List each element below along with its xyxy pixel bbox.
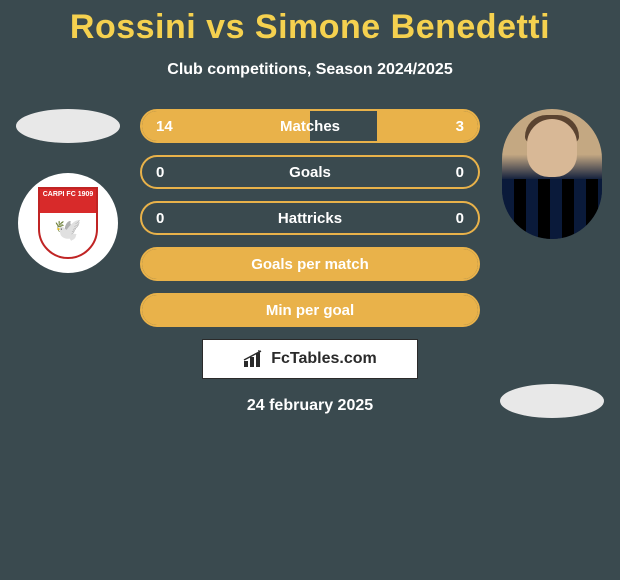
- brand-badge[interactable]: FcTables.com: [202, 339, 418, 379]
- stat-row: 0Goals0: [140, 155, 480, 189]
- left-club-logo: CARPI FC 1909 🕊️: [18, 173, 118, 273]
- page-title: Rossini vs Simone Benedetti: [0, 0, 620, 47]
- stats-table: 14Matches30Goals00Hattricks0Goals per ma…: [140, 109, 480, 327]
- stat-label: Hattricks: [142, 210, 478, 227]
- club-badge-text: CARPI FC 1909: [40, 191, 96, 198]
- left-player-column: CARPI FC 1909 🕊️: [8, 109, 128, 273]
- stat-row: Min per goal: [140, 293, 480, 327]
- stat-row: Goals per match: [140, 247, 480, 281]
- right-club-placeholder: [500, 384, 604, 418]
- stat-label: Min per goal: [142, 302, 478, 319]
- right-player-photo: [502, 109, 602, 239]
- left-photo-placeholder: [16, 109, 120, 143]
- brand-text: FcTables.com: [271, 350, 377, 368]
- stat-right-value: 3: [442, 118, 478, 135]
- club-badge-icon: 🕊️: [54, 219, 81, 241]
- stat-label: Goals per match: [142, 256, 478, 273]
- stat-right-value: 0: [442, 164, 478, 181]
- stat-label: Goals: [142, 164, 478, 181]
- comparison-content: CARPI FC 1909 🕊️ 14Matches30Goals00Hattr…: [0, 109, 620, 415]
- stat-right-value: 0: [442, 210, 478, 227]
- right-player-column: [492, 109, 612, 432]
- stat-label: Matches: [142, 118, 478, 135]
- bars-icon: [243, 350, 265, 368]
- subtitle: Club competitions, Season 2024/2025: [0, 61, 620, 79]
- stat-row: 0Hattricks0: [140, 201, 480, 235]
- stat-row: 14Matches3: [140, 109, 480, 143]
